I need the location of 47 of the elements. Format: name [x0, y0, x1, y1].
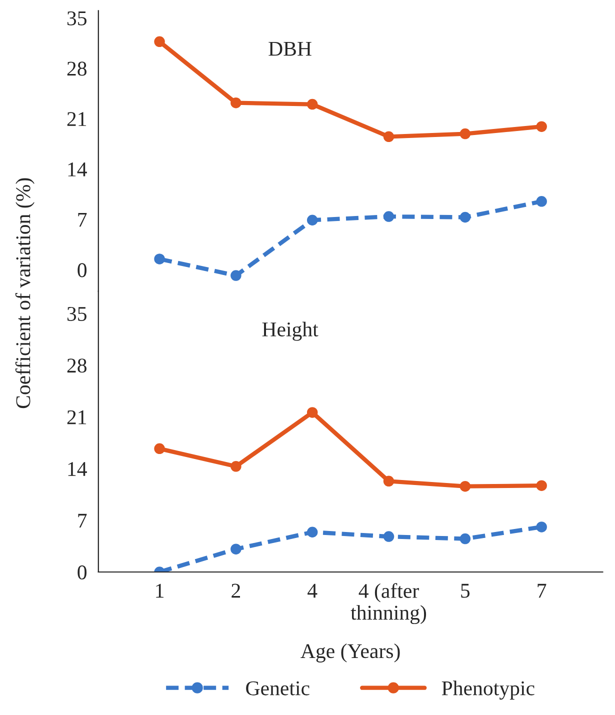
point	[460, 533, 471, 544]
point	[230, 544, 242, 554]
point	[536, 480, 547, 491]
y-tick-label: 7	[78, 212, 87, 227]
x-tick-label: 4 (after thinning)	[350, 583, 426, 624]
y-tick-label: 0	[78, 263, 86, 278]
y-tick-label: 0	[78, 565, 86, 580]
legend-label: Phenotypic	[442, 680, 534, 700]
point	[306, 98, 318, 110]
point	[460, 212, 471, 223]
point	[383, 476, 394, 487]
y-tick-label: 21	[67, 410, 86, 424]
x-tick-label: 2	[232, 584, 240, 598]
x-tick-label: 4	[308, 584, 318, 598]
point	[154, 254, 165, 264]
point	[383, 131, 394, 142]
legend-label: Genetic	[246, 681, 310, 696]
point	[460, 480, 471, 492]
x-tick-label: 5	[461, 584, 470, 598]
point	[536, 196, 547, 207]
point	[154, 36, 165, 48]
point	[154, 443, 165, 454]
x-axis-title: Age (Years)	[300, 644, 400, 662]
point	[306, 407, 318, 418]
point	[306, 214, 318, 226]
y-tick-label: 14	[68, 462, 87, 476]
y-tick-label: 35	[67, 11, 86, 26]
point	[383, 211, 394, 222]
x-tick-label: 7	[538, 584, 546, 598]
point	[460, 128, 471, 140]
text: DBH	[268, 42, 312, 56]
point	[230, 461, 242, 472]
point	[230, 97, 242, 108]
y-tick-label: 21	[67, 112, 86, 126]
point	[536, 522, 547, 532]
y-tick-label: 28	[67, 62, 86, 76]
point	[306, 526, 318, 538]
y-tick-label: 7	[78, 514, 87, 528]
point	[230, 270, 242, 281]
y-tick-label: 35	[67, 306, 86, 321]
text: Height	[262, 322, 318, 341]
y-axis-title: Coefficient of variation (%)	[15, 178, 34, 408]
point	[383, 531, 394, 542]
point	[536, 121, 547, 132]
y-tick-label: 28	[67, 358, 86, 373]
x-tick-label: 1	[156, 584, 164, 598]
y-tick-label: 14	[68, 162, 87, 176]
